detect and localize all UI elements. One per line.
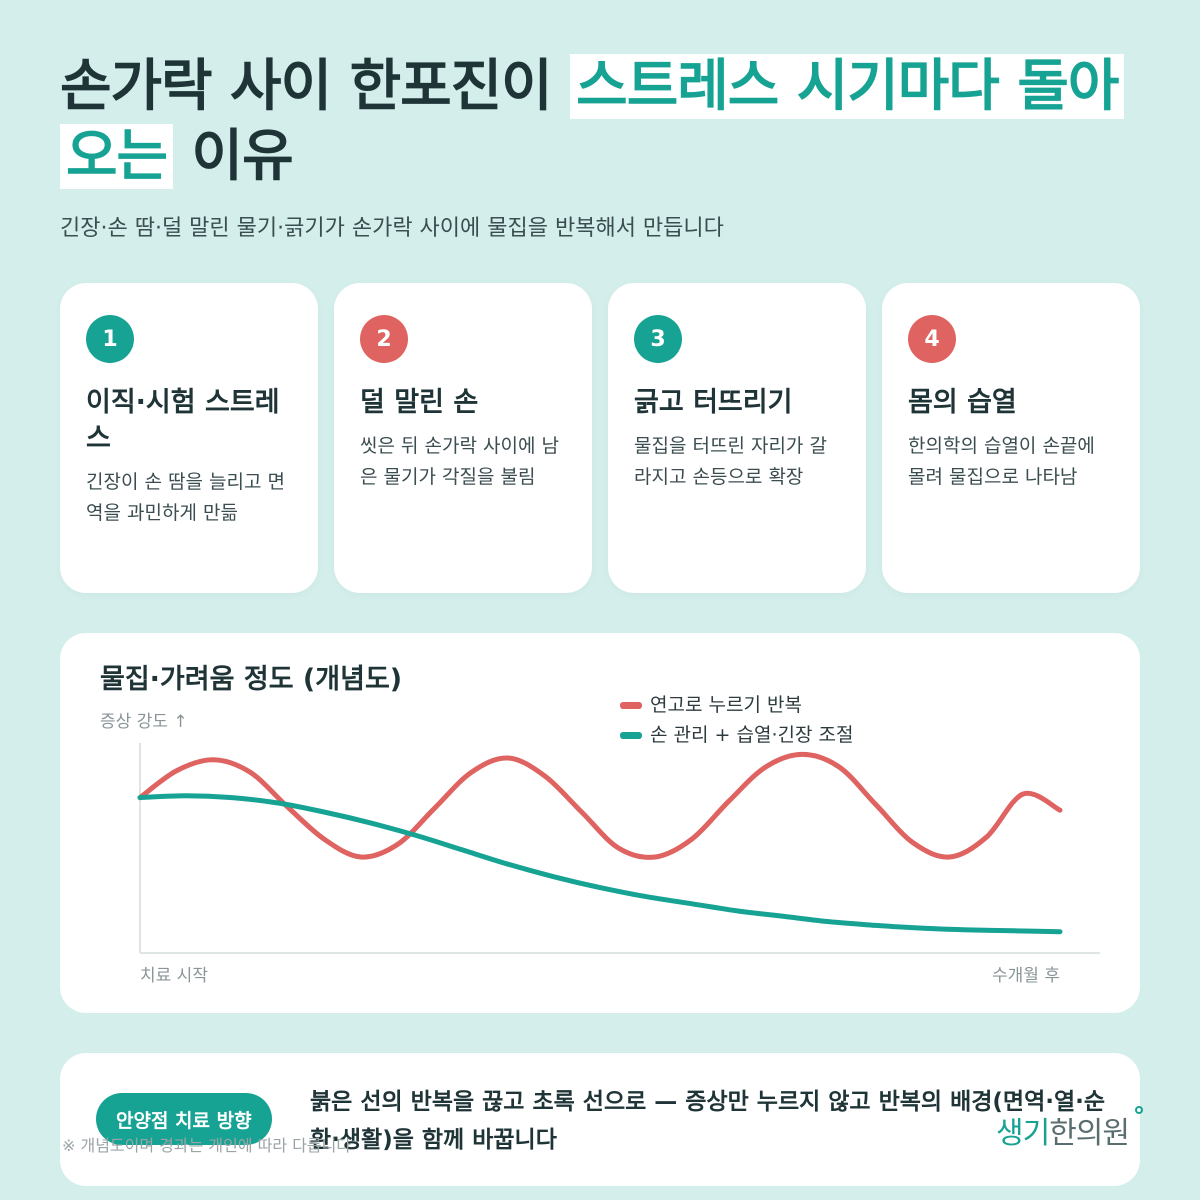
cause-card-4: 4 몸의 습열 한의학의 습열이 손끝에 몰려 물집으로 나타남: [882, 283, 1140, 593]
legend-swatch-red: [620, 702, 642, 709]
page-title: 손가락 사이 한포진이 스트레스 시기마다 돌아오는 이유: [60, 52, 1150, 192]
cause-number-badge: 3: [634, 315, 682, 363]
legend-swatch-teal: [620, 732, 642, 739]
series-line-2: [137, 793, 1063, 935]
cause-description: 물집을 터뜨린 자리가 갈라지고 손등으로 확장: [634, 435, 827, 488]
treatment-direction-text: 붉은 선의 반복을 끊고 초록 선으로 — 증상만 누르지 않고 반복의 배경(…: [310, 1089, 1106, 1153]
brand-logo: 생기한의원: [996, 1106, 1144, 1152]
series-layer: [137, 751, 1063, 935]
brand-dot-icon: [1135, 1106, 1144, 1114]
chart-title: 물집·가려움 정도 (개념도): [100, 664, 403, 695]
cause-number-badge: 4: [908, 315, 956, 363]
cause-number-badge: 1: [86, 315, 134, 363]
footnote: ※ 개념도이며 경과는 개인에 따라 다릅니다: [62, 1136, 352, 1155]
brand-name-part1: 생기: [996, 1116, 1050, 1151]
title-part1: 손가락 사이 한포진이: [60, 54, 571, 119]
cause-cards: 1 이직·시험 스트레스 긴장이 손 땀을 늘리고 면역을 과민하게 만듦 2 …: [60, 283, 1140, 593]
cause-title: 이직·시험 스트레스: [86, 387, 280, 454]
cause-title: 긁고 터뜨리기: [634, 387, 793, 418]
cause-title: 덜 말린 손: [360, 387, 479, 418]
line-chart: 증상 강도 ↑ 치료 시작 수개월 후 연고로 누르기 반복 손 관리 + 습열…: [100, 694, 1100, 986]
page-subtitle: 긴장·손 땀·덜 말린 물기·긁기가 손가락 사이에 물집을 반복해서 만듭니다: [60, 216, 724, 241]
title-part2: 이유: [173, 124, 294, 189]
cause-card-3: 3 긁고 터뜨리기 물집을 터뜨린 자리가 갈라지고 손등으로 확장: [608, 283, 866, 593]
branch-badge: 안양점 치료 방향: [96, 1093, 272, 1145]
x-axis-end-label: 수개월 후: [992, 966, 1060, 986]
cause-card-2: 2 덜 말린 손 씻은 뒤 손가락 사이에 남은 물기가 각질을 불림: [334, 283, 592, 593]
legend-label-teal: 손 관리 + 습열·긴장 조절: [650, 724, 853, 746]
series-line-1: [137, 751, 1063, 860]
cause-card-1: 1 이직·시험 스트레스 긴장이 손 땀을 늘리고 면역을 과민하게 만듦: [60, 283, 318, 593]
cause-description: 한의학의 습열이 손끝에 몰려 물집으로 나타남: [908, 435, 1095, 488]
legend-label-red: 연고로 누르기 반복: [650, 694, 802, 716]
cause-description: 긴장이 손 땀을 늘리고 면역을 과민하게 만듦: [86, 471, 285, 524]
cause-description: 씻은 뒤 손가락 사이에 남은 물기가 각질을 불림: [360, 435, 559, 488]
brand-name-part2: 한의원: [1049, 1116, 1130, 1151]
cause-number-badge: 2: [360, 315, 408, 363]
x-axis-start-label: 치료 시작: [140, 966, 208, 986]
cause-title: 몸의 습열: [908, 387, 1017, 418]
treatment-direction-card: 안양점 치료 방향 붉은 선의 반복을 끊고 초록 선으로 — 증상만 누르지 …: [60, 1053, 1140, 1186]
y-axis-label: 증상 강도 ↑: [100, 712, 188, 732]
chart-card: 물집·가려움 정도 (개념도) 증상 강도 ↑ 치료 시작 수개월 후 연고로 …: [60, 633, 1140, 1013]
